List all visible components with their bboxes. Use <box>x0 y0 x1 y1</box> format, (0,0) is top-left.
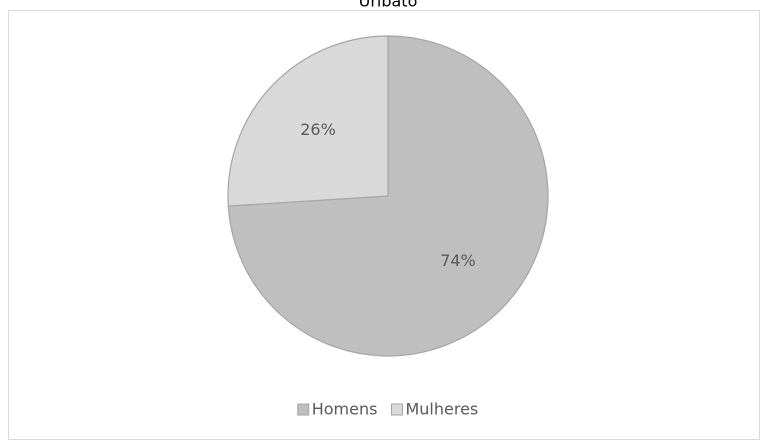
pie-slice <box>227 35 389 207</box>
chart-title: Uribato <box>359 0 418 11</box>
legend-label: Homens <box>312 400 378 419</box>
legend-label: Mulheres <box>405 400 478 419</box>
legend-swatch <box>390 403 403 416</box>
legend-swatch <box>297 403 310 416</box>
data-label: 26% <box>300 120 336 139</box>
data-label: 74% <box>440 251 476 270</box>
